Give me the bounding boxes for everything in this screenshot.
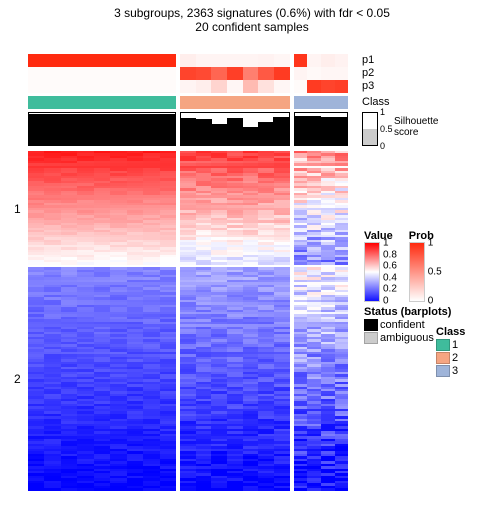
anno-label-p3: p3	[362, 80, 374, 92]
title-line-1: 3 subgroups, 2363 signatures (0.6%) with…	[0, 6, 504, 20]
legend-item-class-2: 2	[436, 351, 465, 364]
anno-label-p1: p1	[362, 54, 374, 66]
annotation-p3	[28, 80, 358, 93]
anno-label-class: Class	[362, 96, 390, 108]
annotation-silhouette	[28, 112, 358, 146]
heatmap: 12	[28, 151, 358, 491]
legend-item-confident: confident	[364, 318, 502, 331]
legend-area: Value10.80.60.40.20Prob10.50Status (barp…	[364, 226, 502, 344]
legend-title-status: Status (barplots)	[364, 306, 502, 318]
annotation-class	[28, 96, 358, 109]
annotation-p2	[28, 67, 358, 80]
title-line-2: 20 confident samples	[0, 20, 504, 34]
legend-gradient-prob: 10.50	[409, 242, 425, 302]
row-group-label-2: 2	[14, 372, 21, 386]
silhouette-label: Silhouettescore	[394, 116, 438, 138]
legend-title-class: Class	[436, 326, 465, 338]
legend-item-class-3: 3	[436, 364, 465, 377]
main-plot-area: 12	[28, 54, 358, 506]
row-group-label-1: 1	[14, 202, 21, 216]
anno-label-p2: p2	[362, 67, 374, 79]
legend-item-ambiguous: ambiguous	[364, 331, 502, 344]
legend-item-class-1: 1	[436, 338, 465, 351]
legend-gradient-value: 10.80.60.40.20	[364, 242, 380, 302]
annotation-p1	[28, 54, 358, 67]
